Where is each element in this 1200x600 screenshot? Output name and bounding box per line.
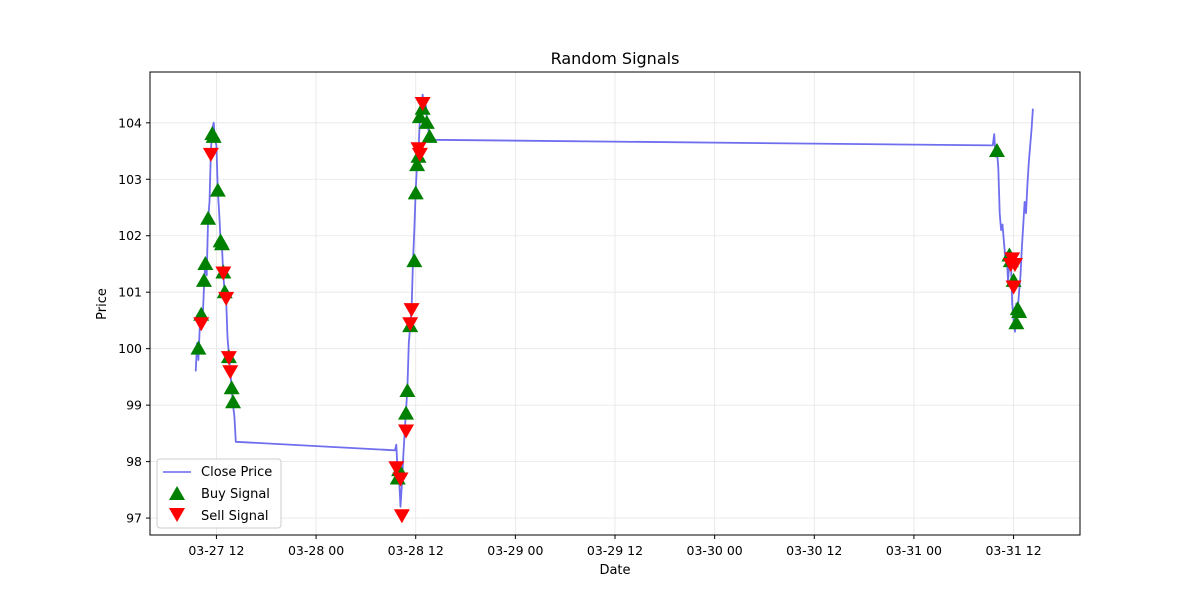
sell-signal-marker [220,351,237,366]
legend-buy-signal-label: Buy Signal [201,487,270,502]
x-tick-label: 03-30 12 [786,543,842,558]
legend: Close Price Buy Signal Sell Signal [156,458,282,529]
y-tick-label: 102 [118,228,142,243]
buy-signal-marker [988,143,1005,158]
x-tick-label: 03-27 12 [188,543,244,558]
y-tick-label: 100 [118,341,142,356]
legend-buy-signal-swatch [169,486,185,500]
buy-signal-marker [409,157,426,172]
buy-signal-marker [223,380,240,395]
x-tick-label: 03-31 12 [985,543,1041,558]
x-tick-label: 03-29 00 [487,543,543,558]
buy-signal-marker [205,128,222,143]
y-tick-label: 98 [126,454,142,469]
y-tick-label: 103 [118,172,142,187]
sell-signal-marker [411,147,428,162]
sell-signal-marker [1006,257,1023,272]
y-axis-ticks: 97 98 99 100 101 102 103 104 [118,115,150,526]
x-axis-title: Date [599,563,630,578]
buy-signal-marker [407,185,424,200]
x-tick-label: 03-31 00 [886,543,942,558]
x-tick-label: 03-30 00 [687,543,743,558]
x-tick-label: 03-29 12 [587,543,643,558]
sell-signal-marker [215,266,232,281]
legend-sell-signal-swatch [169,508,185,522]
legend-box [156,458,282,529]
sell-signal-marker [222,365,239,380]
y-tick-label: 101 [118,285,142,300]
x-tick-label: 03-28 12 [388,543,444,558]
sell-signal-marker [414,97,431,112]
buy-signal-marker [399,383,416,398]
legend-close-price-label: Close Price [201,465,272,480]
buy-signal-marker [398,405,415,420]
sell-signal-marker [193,317,210,332]
buy-signal-marker [421,128,438,143]
x-tick-label: 03-28 00 [288,543,344,558]
chart-title: Random Signals [551,49,680,68]
sell-signal-marker [403,303,420,318]
sell-signal-marker [202,147,219,162]
buy-signal-marker [197,255,214,270]
buy-signal-marker [195,272,212,287]
legend-sell-signal-label: Sell Signal [201,509,269,524]
sell-signal-marker [398,424,415,439]
x-axis-ticks: 03-27 12 03-28 00 03-28 12 03-29 00 03-29 12… [188,535,1042,558]
marker-layer [190,97,1028,524]
buy-signal-marker [225,394,242,409]
sell-signal-marker [402,317,419,332]
sell-signal-marker [392,472,409,487]
sell-signal-marker [388,461,405,476]
y-tick-label: 104 [118,115,142,130]
y-axis-title: Price [95,288,110,320]
buy-signal-marker [190,340,207,355]
buy-signal-marker [406,253,423,268]
buy-signal-marker [209,182,226,197]
sell-signal-marker [1005,280,1022,295]
buy-signal-marker [1008,315,1025,330]
sell-signal-marker [393,509,410,524]
y-tick-label: 99 [126,398,142,413]
y-tick-label: 97 [126,511,142,526]
buy-signal-marker [213,236,230,251]
buy-signal-marker [418,114,435,129]
buy-signal-marker [200,210,217,225]
buy-signal-marker [1011,303,1028,318]
buy-signal-marker [411,109,428,124]
sell-signal-marker [218,291,235,306]
